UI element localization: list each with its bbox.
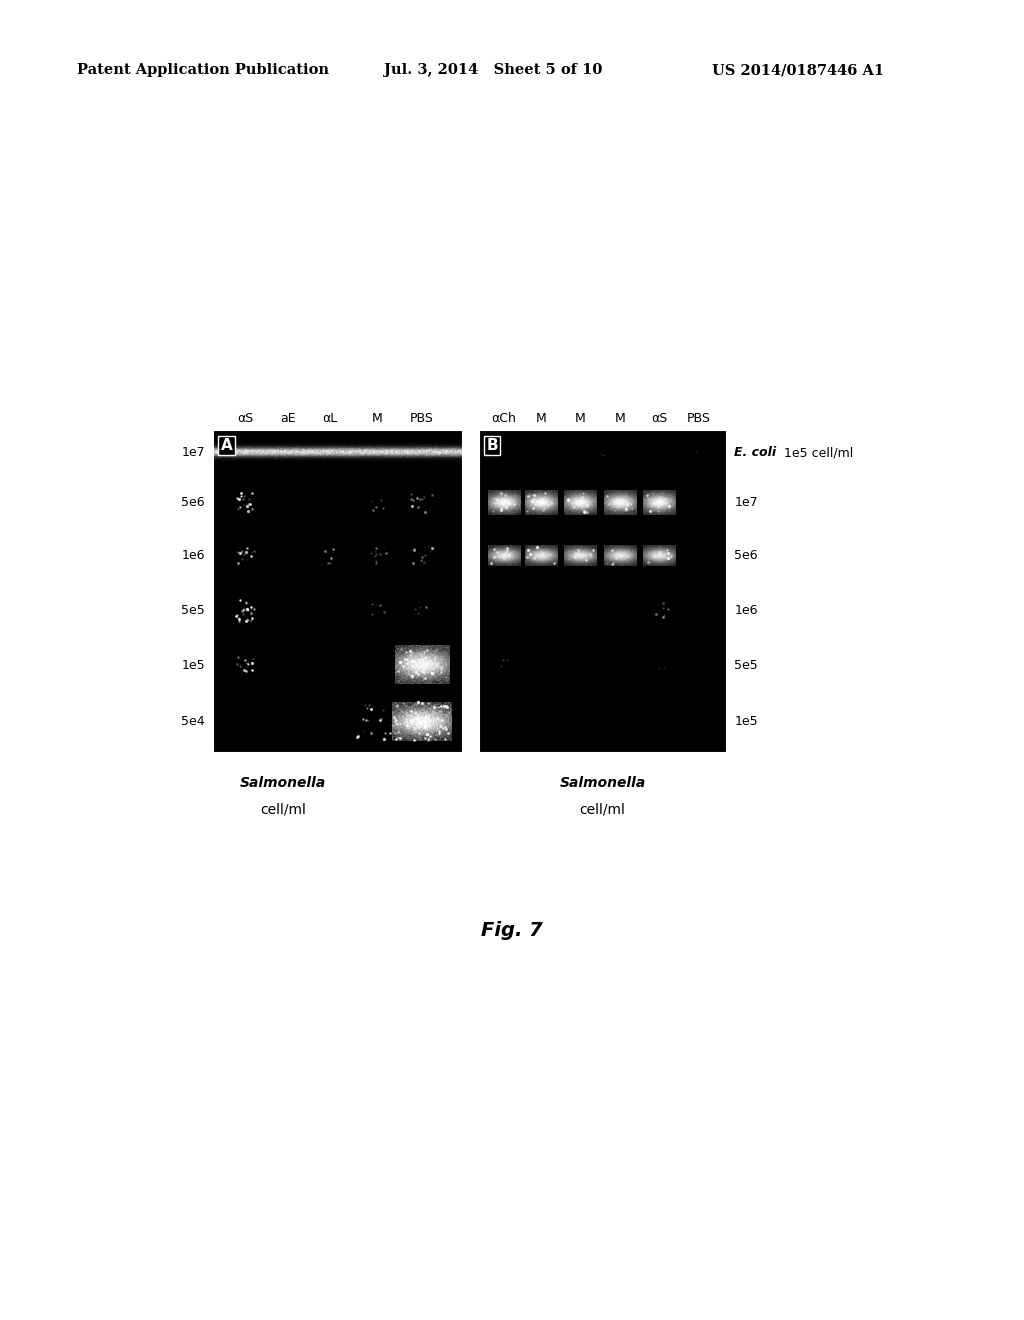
Text: US 2014/0187446 A1: US 2014/0187446 A1 xyxy=(712,63,884,78)
Text: E. coli: E. coli xyxy=(734,446,776,459)
Text: 1e5 cell/ml: 1e5 cell/ml xyxy=(780,446,854,459)
Text: αCh: αCh xyxy=(492,412,516,425)
Text: 5e6: 5e6 xyxy=(181,496,205,510)
Text: 1e6: 1e6 xyxy=(734,603,758,616)
Text: Salmonella: Salmonella xyxy=(559,776,645,789)
Text: 1e7: 1e7 xyxy=(181,446,205,459)
Text: 1e5: 1e5 xyxy=(181,659,205,672)
Text: Salmonella: Salmonella xyxy=(240,776,326,789)
Text: αS: αS xyxy=(651,412,668,425)
Text: Fig. 7: Fig. 7 xyxy=(481,921,543,940)
Text: B: B xyxy=(486,438,498,453)
Text: M: M xyxy=(574,412,586,425)
Text: aE: aE xyxy=(280,412,296,425)
Text: A: A xyxy=(220,438,232,453)
Text: αL: αL xyxy=(323,412,338,425)
Text: PBS: PBS xyxy=(411,412,434,425)
Text: M: M xyxy=(372,412,383,425)
Text: cell/ml: cell/ml xyxy=(260,803,305,816)
Text: 5e6: 5e6 xyxy=(734,549,758,562)
Text: αS: αS xyxy=(238,412,254,425)
Text: PBS: PBS xyxy=(687,412,711,425)
Text: 5e4: 5e4 xyxy=(181,715,205,727)
Text: M: M xyxy=(536,412,546,425)
Text: 5e5: 5e5 xyxy=(181,603,205,616)
Text: Patent Application Publication: Patent Application Publication xyxy=(77,63,329,78)
Text: M: M xyxy=(614,412,626,425)
Text: cell/ml: cell/ml xyxy=(580,803,626,816)
Text: Jul. 3, 2014   Sheet 5 of 10: Jul. 3, 2014 Sheet 5 of 10 xyxy=(384,63,602,78)
Text: 5e5: 5e5 xyxy=(734,659,758,672)
Text: 1e7: 1e7 xyxy=(734,496,758,510)
Text: 1e5: 1e5 xyxy=(734,715,758,727)
Text: 1e6: 1e6 xyxy=(181,549,205,562)
